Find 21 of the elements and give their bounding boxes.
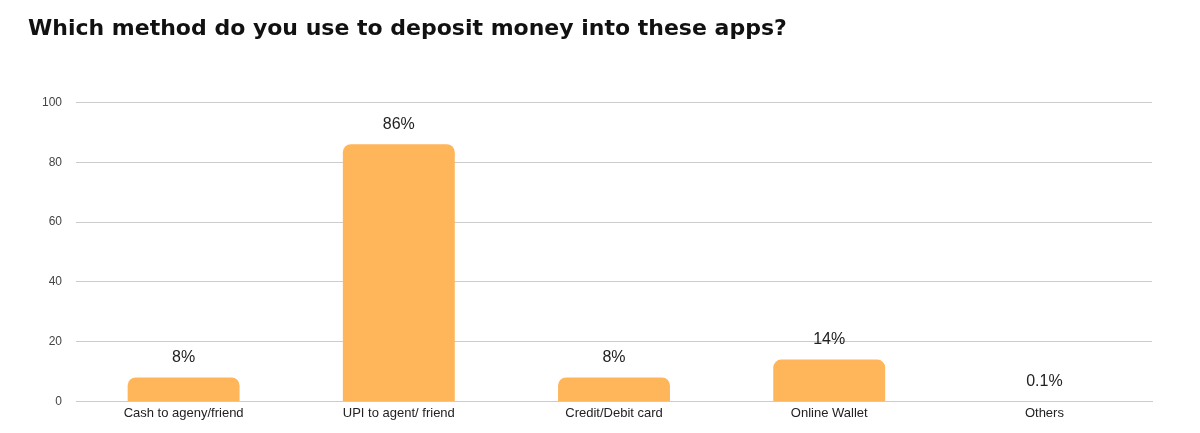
- y-tick-label: 100: [41, 94, 63, 109]
- y-tick-label: 40: [48, 274, 63, 289]
- data-label: 0.1%: [1026, 371, 1063, 389]
- x-tick-label: Others: [1024, 404, 1065, 420]
- bar: [342, 144, 455, 401]
- bar: [127, 377, 240, 401]
- x-tick-label: Credit/Debit card: [565, 404, 663, 420]
- data-label: 8%: [602, 347, 626, 365]
- data-label: 8%: [172, 347, 196, 365]
- x-tick-label: Cash to ageny/friend: [123, 404, 244, 420]
- y-tick-label: 0: [55, 393, 63, 408]
- chart-title: Which method do you use to deposit money into these apps?: [28, 14, 787, 40]
- x-tick-label: Online Wallet: [790, 404, 869, 420]
- data-label: 14%: [813, 329, 846, 347]
- y-tick-label: 20: [48, 333, 63, 348]
- y-tick-label: 80: [48, 154, 63, 169]
- bar: [773, 359, 886, 401]
- data-label: 86%: [382, 114, 415, 132]
- bar: [558, 377, 670, 401]
- x-tick-label: UPI to agent/ friend: [342, 404, 455, 420]
- y-tick-label: 60: [48, 214, 63, 229]
